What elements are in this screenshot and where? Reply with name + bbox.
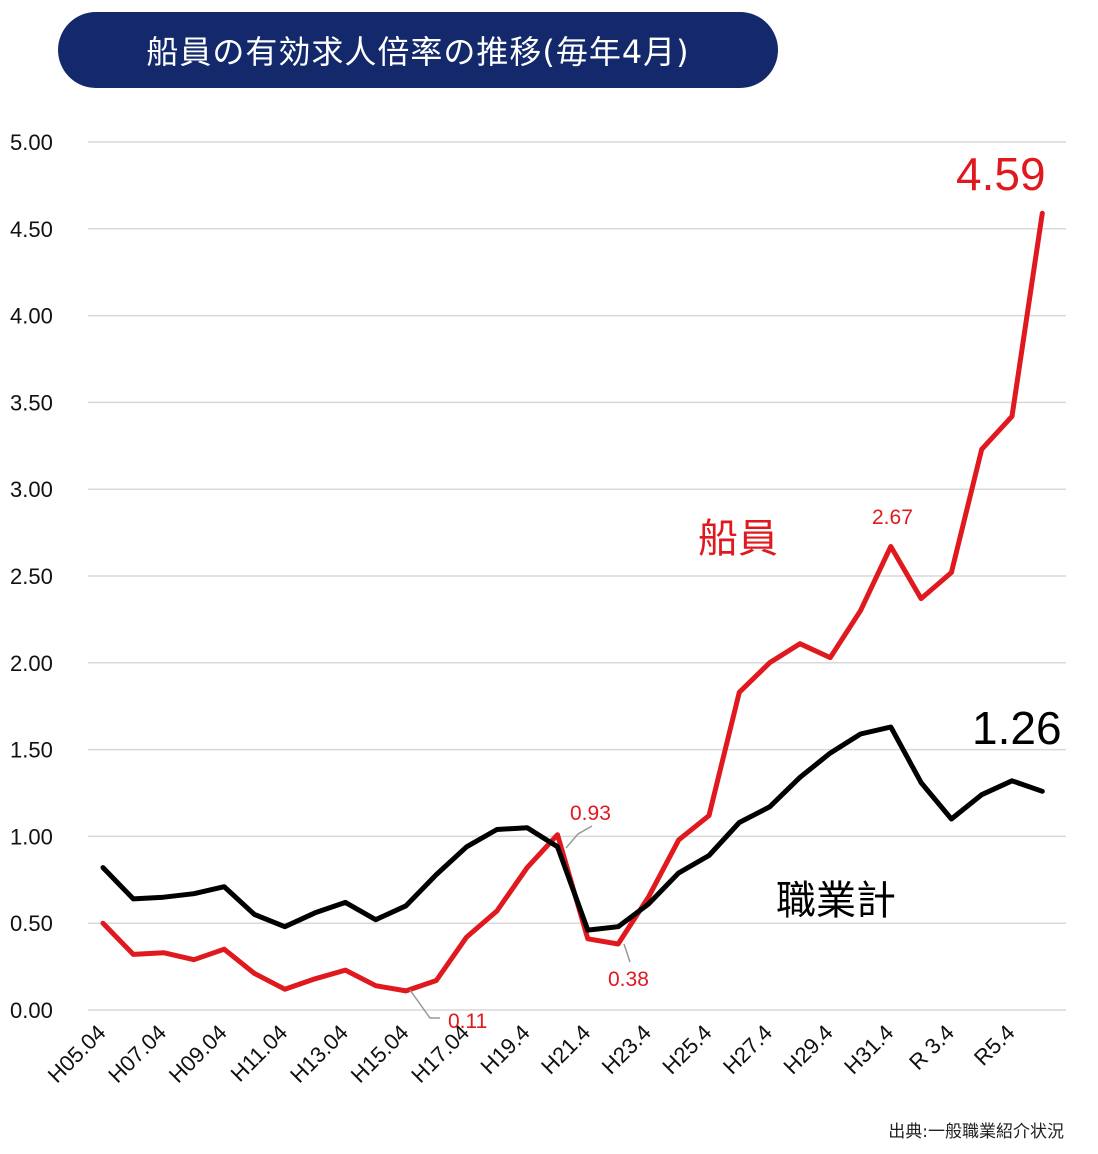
y-tick-label: 3.00 <box>10 477 53 502</box>
seamen-series-label: 船員 <box>698 516 778 562</box>
gridlines <box>88 141 1066 1011</box>
x-tick-label: H05.04 <box>43 1020 111 1088</box>
y-tick-label: 0.50 <box>10 911 53 936</box>
data-label: 0.11 <box>448 1010 487 1033</box>
seamen-end-value: 4.59 <box>956 148 1046 200</box>
y-tick-label: 2.50 <box>10 564 53 589</box>
x-tick-label: H27.4 <box>718 1020 777 1079</box>
y-tick-label: 4.50 <box>10 217 53 242</box>
y-axis: 0.00 0.50 1.00 1.50 2.00 2.50 3.00 3.50 4.00 4.50… <box>10 130 53 1023</box>
callout-line <box>565 825 593 849</box>
y-tick-label: 4.00 <box>10 304 53 329</box>
x-tick-label: H11.04 <box>226 1020 293 1087</box>
y-tick-label: 1.00 <box>10 824 53 849</box>
chart-title: 船員の有効求人倍率の推移(毎年4月) <box>58 12 778 88</box>
x-axis: H05.04H07.04H09.04H11.04H13.04H15.04H17.… <box>43 1020 1020 1088</box>
source-note: 出典:一般職業紹介状況 <box>888 1122 1064 1142</box>
x-tick-label: H21.4 <box>536 1020 595 1079</box>
x-tick-label: H09.04 <box>164 1020 232 1088</box>
x-tick-label: H13.04 <box>285 1020 353 1088</box>
y-tick-label: 1.50 <box>10 738 53 763</box>
x-tick-label: H29.4 <box>779 1020 838 1079</box>
data-label: 2.67 <box>872 506 913 529</box>
x-tick-label: H15.04 <box>346 1020 414 1088</box>
all-series-label: 職業計 <box>776 878 896 924</box>
x-tick-label: H07.04 <box>103 1020 171 1088</box>
data-label: 0.93 <box>570 802 611 825</box>
data-label: 0.38 <box>608 968 649 991</box>
x-tick-label: H25.4 <box>657 1020 716 1079</box>
x-tick-label: R5.4 <box>969 1020 1020 1071</box>
x-tick-label: R 3.4 <box>904 1020 959 1075</box>
x-tick-label: H31.4 <box>839 1020 898 1079</box>
x-tick-label: H23.4 <box>597 1020 656 1079</box>
series-lines <box>100 210 1045 994</box>
y-tick-label: 0.00 <box>10 998 53 1023</box>
y-tick-label: 5.00 <box>10 130 53 155</box>
all-occupations-line <box>100 724 1045 933</box>
callout-line <box>623 943 631 963</box>
y-tick-label: 2.00 <box>10 651 53 676</box>
all-end-value: 1.26 <box>972 702 1062 754</box>
y-tick-label: 3.50 <box>10 390 53 415</box>
callout-line <box>409 989 440 1019</box>
seamen-line <box>100 210 1045 994</box>
